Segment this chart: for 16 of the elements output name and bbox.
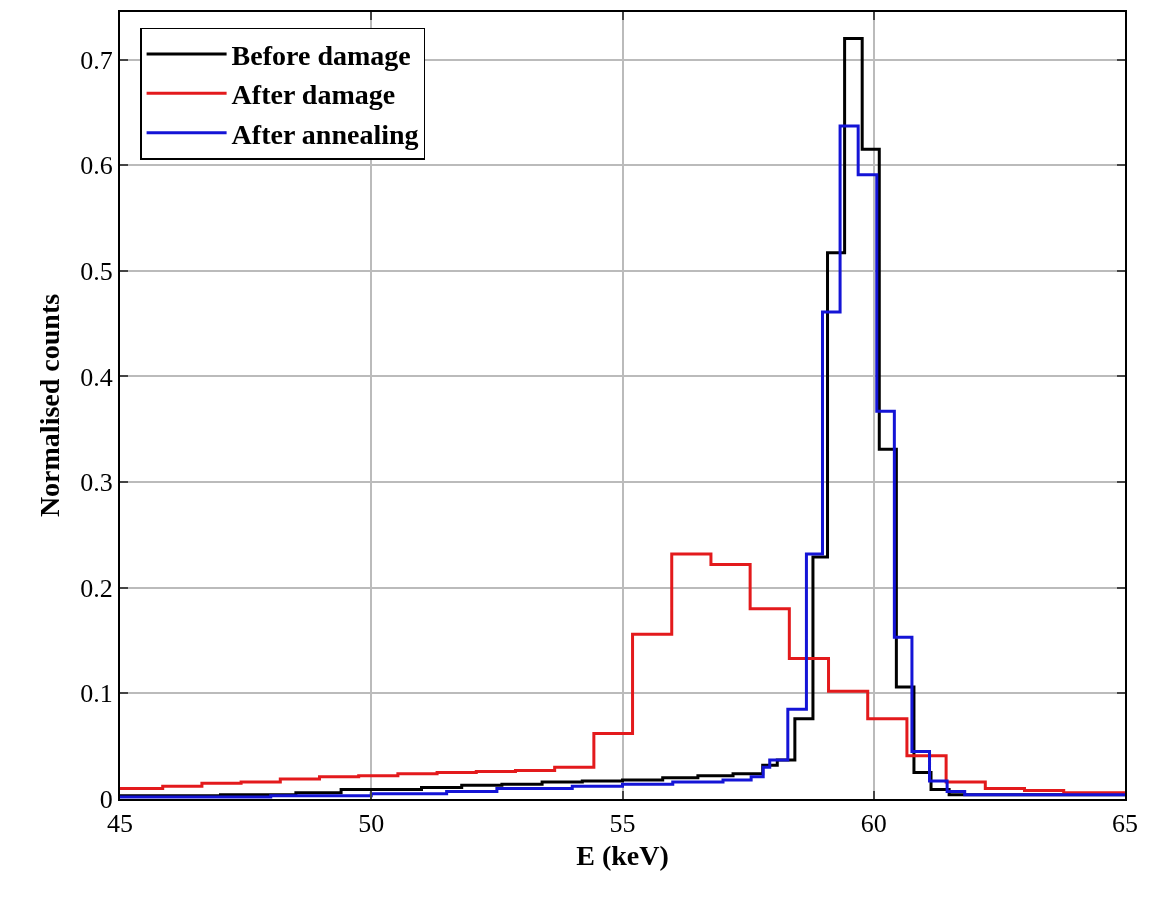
y-tick-label: 0.1 [80,679,113,709]
x-tick-label: 50 [358,809,385,839]
legend-label: After annealing [231,118,419,150]
y-tick-label: 0.3 [80,468,113,498]
y-tick-label: 0.4 [80,362,113,392]
y-tick-label: 0.6 [80,151,113,181]
y-tick-label: 0.5 [80,256,113,286]
y-axis-title: Normalised counts [34,293,66,518]
x-tick-label: 60 [860,809,887,839]
x-tick-label: 65 [1112,809,1138,839]
x-tick-label: 55 [609,809,636,839]
x-axis-title: E (keV) [576,839,669,871]
y-tick-label: 0.7 [80,45,113,75]
legend-label: After damage [231,79,396,111]
y-tick-label: 0.2 [80,573,113,603]
legend-label: Before damage [231,39,411,71]
